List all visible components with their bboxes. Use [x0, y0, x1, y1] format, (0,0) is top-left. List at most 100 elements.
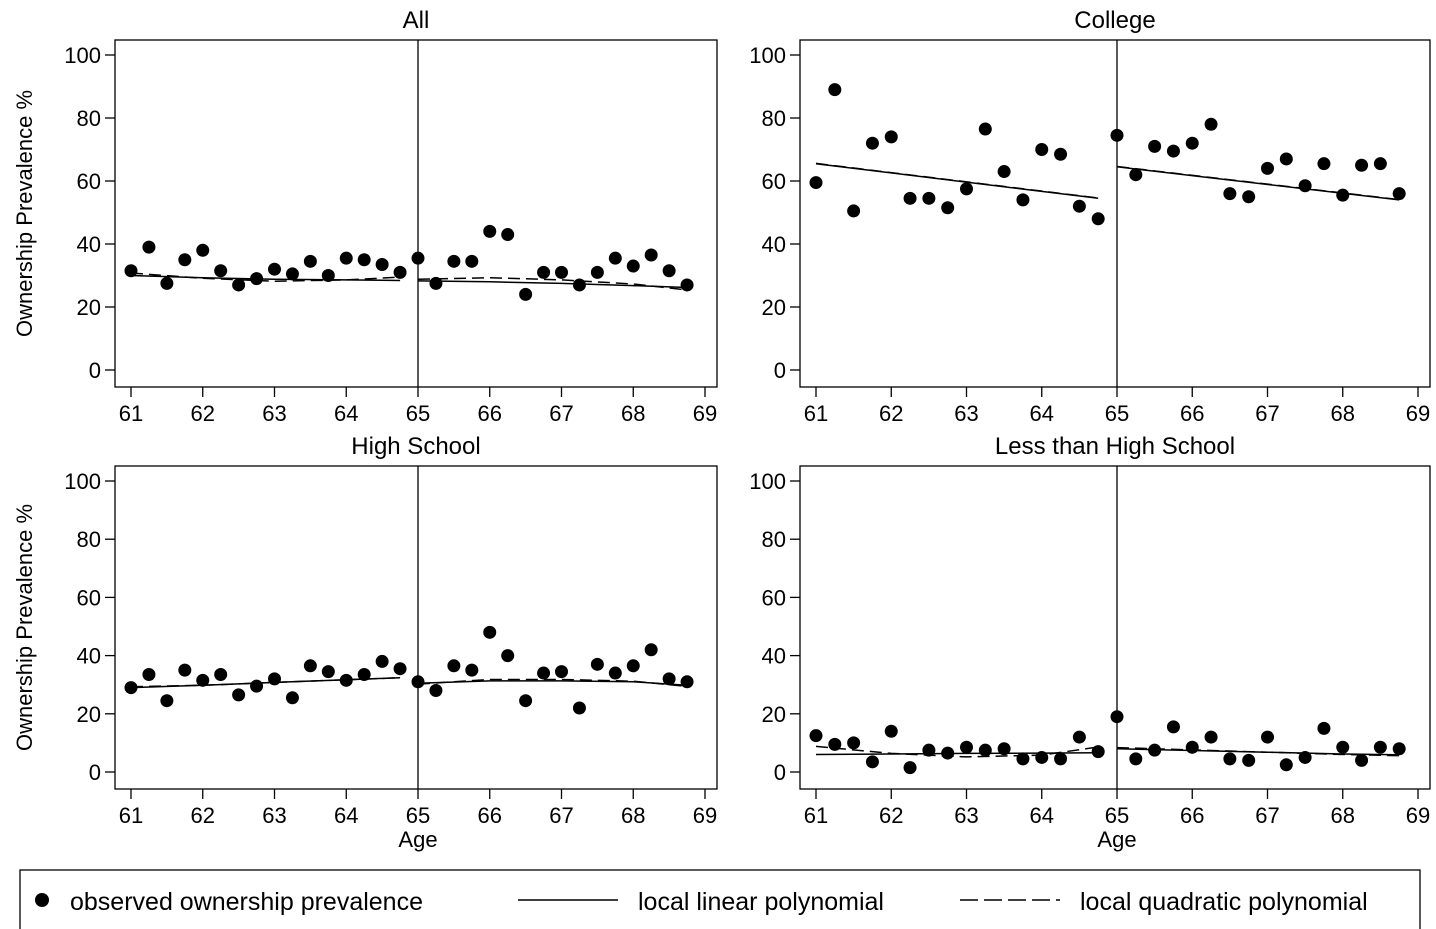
x-tick-label: 68 [1331, 401, 1355, 426]
data-point [232, 278, 246, 292]
data-point [1091, 745, 1105, 759]
y-tick-label: 20 [762, 295, 786, 320]
data-point [339, 251, 353, 265]
x-tick-label: 61 [804, 401, 828, 426]
data-point [483, 625, 497, 639]
data-point [680, 675, 694, 689]
x-tick-label: 64 [1030, 803, 1054, 828]
data-point [196, 673, 210, 687]
legend-box [19, 869, 1421, 929]
x-tick-label: 62 [191, 401, 215, 426]
data-point [1223, 187, 1237, 201]
y-tick-label: 80 [77, 527, 101, 552]
y-tick-label: 40 [77, 644, 101, 669]
data-point [393, 662, 407, 676]
data-point [411, 251, 425, 265]
data-point [809, 729, 823, 743]
data-point [1261, 730, 1274, 744]
plot-frame [114, 39, 718, 388]
data-point [1261, 161, 1274, 175]
data-point [865, 755, 879, 769]
data-point [196, 243, 210, 257]
chart-panel-1: All 0 20 40 60 80 100 61 62 63 64 65 66 67 68 69 Ownersh… [12, 7, 718, 426]
x-axis-title: Age [1097, 827, 1136, 852]
data-point [142, 240, 156, 254]
x-tick-label: 68 [621, 401, 645, 426]
x-tick-label: 63 [954, 401, 978, 426]
data-point [590, 657, 604, 671]
data-point [1242, 190, 1256, 204]
y-tick-label: 80 [762, 106, 786, 131]
y-tick-label: 0 [774, 760, 786, 785]
y-tick-label: 20 [77, 295, 101, 320]
quadratic-fit-line [130, 676, 401, 688]
data-point [124, 681, 138, 695]
data-point [303, 254, 317, 268]
x-tick-label: 63 [262, 401, 286, 426]
x-tick-label: 65 [406, 803, 430, 828]
x-tick-label: 62 [879, 803, 903, 828]
x-tick-label: 66 [1180, 401, 1204, 426]
y-tick-label: 100 [64, 469, 101, 494]
quadratic-fit-line [417, 678, 688, 688]
x-tick-label: 61 [804, 803, 828, 828]
y-tick-label: 80 [77, 106, 101, 131]
x-tick-label: 63 [262, 803, 286, 828]
data-point [1035, 750, 1049, 764]
data-point [465, 254, 479, 268]
data-point [285, 691, 299, 705]
data-point [644, 248, 658, 262]
data-point [483, 224, 497, 238]
data-point [903, 191, 917, 205]
data-point [1185, 136, 1199, 150]
data-point [1373, 740, 1387, 754]
x-tick-label: 61 [119, 401, 143, 426]
x-tick-label: 65 [406, 401, 430, 426]
data-point [1110, 710, 1124, 724]
x-tick-label: 68 [1331, 803, 1355, 828]
legend-dot-symbol [35, 893, 49, 907]
data-point [997, 165, 1011, 179]
y-tick-label: 60 [762, 169, 786, 194]
data-point [1242, 753, 1256, 767]
data-point [519, 694, 533, 708]
quadratic-fit-line [1116, 165, 1400, 201]
data-point [847, 736, 861, 750]
x-tick-label: 67 [549, 803, 573, 828]
x-tick-label: 65 [1105, 803, 1129, 828]
data-point [922, 191, 936, 205]
data-point [572, 278, 586, 292]
data-point [465, 663, 479, 677]
data-point [124, 264, 138, 278]
data-point [1392, 187, 1406, 201]
data-point [1317, 157, 1331, 171]
data-point [1054, 752, 1068, 766]
legend-label: local quadratic polynomial [1080, 888, 1368, 916]
data-point [1336, 740, 1350, 754]
data-point [626, 659, 640, 673]
chart-panel-2: College 0 20 40 60 80 100 61 62 63 64 65 66 67 68 69 [749, 7, 1431, 426]
data-point [268, 262, 281, 276]
data-point [232, 688, 246, 702]
data-point [375, 654, 389, 668]
y-tick-label: 0 [89, 358, 101, 383]
legend-label: observed ownership prevalence [70, 888, 423, 916]
data-point [884, 130, 898, 144]
x-tick-label: 69 [1406, 803, 1430, 828]
data-point [1185, 740, 1199, 754]
data-point [250, 679, 264, 693]
data-point [1355, 753, 1369, 767]
data-point [429, 684, 443, 698]
x-tick-label: 64 [1030, 401, 1054, 426]
x-axis-title: Age [398, 827, 437, 852]
data-point [1373, 157, 1387, 171]
data-point [1035, 143, 1049, 156]
data-point [960, 182, 973, 196]
data-point [357, 668, 371, 682]
data-point [1072, 199, 1086, 213]
x-tick-label: 66 [478, 401, 502, 426]
data-point [285, 267, 299, 281]
x-tick-label: 69 [693, 803, 717, 828]
x-tick-label: 66 [478, 803, 502, 828]
data-point [537, 666, 551, 680]
